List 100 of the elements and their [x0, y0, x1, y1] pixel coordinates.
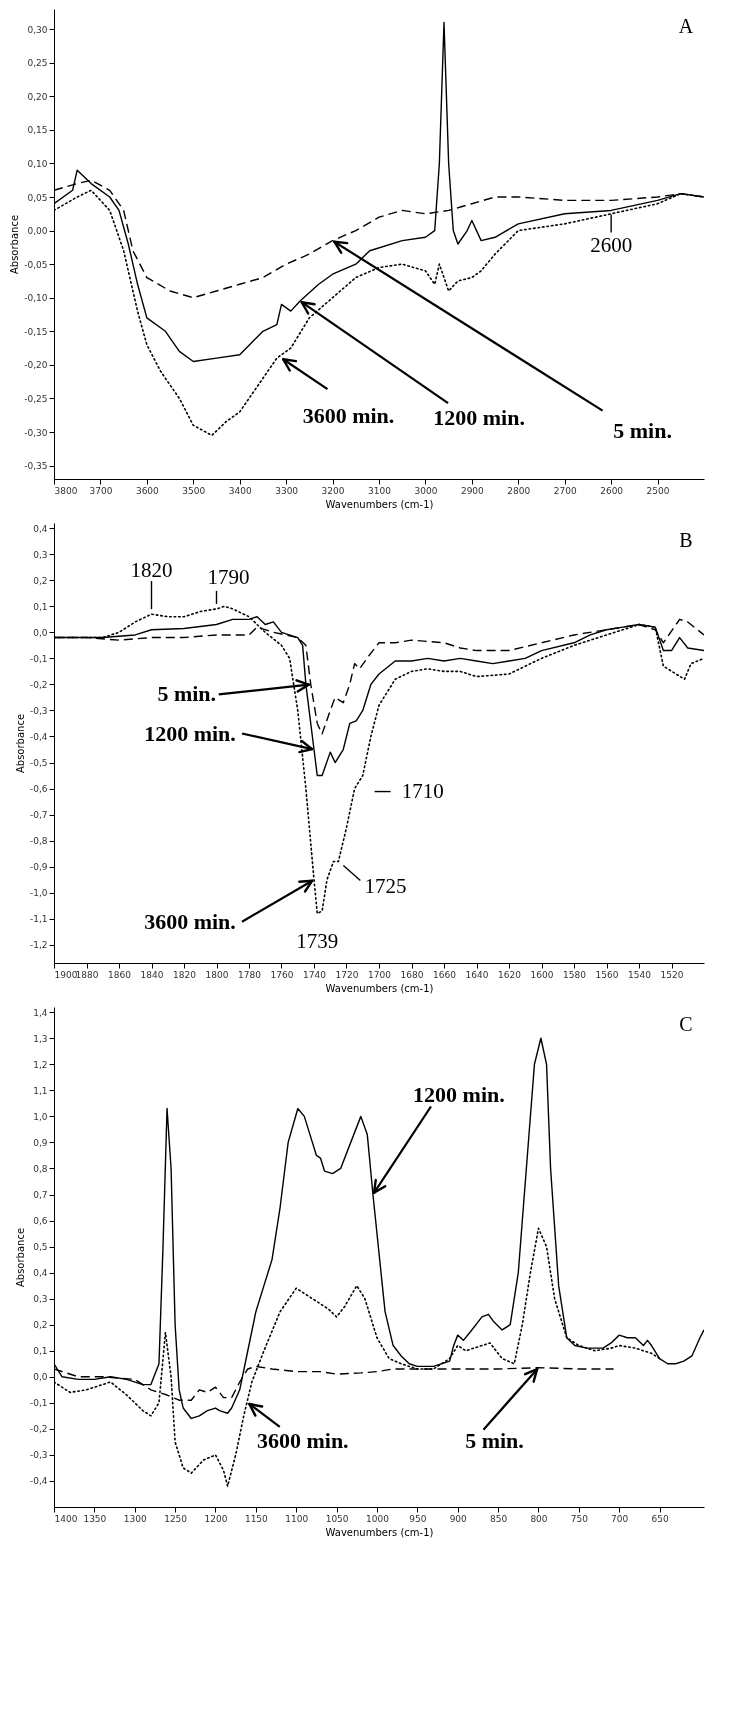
y-tick-label: -0,1: [29, 1398, 48, 1409]
y-tick-label: 0,25: [27, 58, 48, 69]
annotation: 1200 min.: [144, 720, 236, 746]
x-tick-label: 1350: [83, 1513, 107, 1524]
y-tick-label: -0,3: [29, 1450, 48, 1461]
y-tick-label: -0,2: [29, 1424, 48, 1435]
y-tick-label: 0,4: [33, 523, 48, 534]
x-tick-label: 3800: [54, 485, 78, 496]
x-tick-label: 1660: [433, 969, 457, 980]
annotation: 2600: [590, 233, 633, 258]
x-tick-label: 1640: [465, 969, 489, 980]
y-tick-label: -0,05: [24, 259, 48, 270]
x-tick-label: 1150: [244, 1513, 269, 1524]
y-tick-label: 0,2: [33, 1320, 48, 1331]
x-tick-label: 1840: [140, 969, 164, 980]
y-tick-label: 0,1: [33, 601, 48, 612]
y-tick-label: 0,20: [27, 91, 48, 102]
y-tick-label: 0,9: [33, 1137, 48, 1148]
x-tick-label: 1900: [54, 969, 78, 980]
annotation: 1739: [296, 928, 339, 953]
x-tick-label: 900: [449, 1513, 468, 1524]
x-tick-label: 1720: [335, 969, 359, 980]
annotation: 1820: [130, 558, 173, 583]
y-axis-title: Absorbance: [9, 214, 21, 275]
annotation: B: [679, 529, 693, 551]
y-tick-label: -0,25: [24, 393, 48, 404]
x-tick-label: 1780: [238, 969, 262, 980]
y-tick-label: 0,6: [33, 1216, 48, 1227]
y-tick-label: -0,15: [24, 326, 48, 337]
x-tick-label: 750: [570, 1513, 589, 1524]
x-tick-label: 1300: [123, 1513, 147, 1524]
x-tick-label: 2700: [553, 485, 577, 496]
y-tick-label: -0,4: [29, 731, 48, 742]
annotation: A: [678, 15, 694, 37]
x-axis-title: Wavenumbers (cm-1): [325, 498, 434, 510]
x-tick-label: 3400: [228, 485, 252, 496]
x-tick-label: 1740: [303, 969, 327, 980]
y-tick-label: 0,8: [33, 1163, 48, 1174]
y-tick-label: -1,2: [29, 940, 48, 951]
y-tick-label: 0,10: [27, 158, 48, 169]
y-tick-label: 0,0: [33, 1372, 48, 1383]
x-tick-label: 3500: [182, 485, 206, 496]
x-tick-label: 1200: [204, 1513, 228, 1524]
y-tick-label: -0,1: [29, 653, 48, 664]
x-axis-title: Wavenumbers (cm-1): [325, 1526, 434, 1538]
y-tick-label: 0,4: [33, 1268, 48, 1279]
annotation: 3600 min.: [256, 1427, 349, 1453]
y-tick-label: 0,30: [27, 24, 48, 35]
x-tick-label: 1620: [498, 969, 522, 980]
x-tick-label: 850: [490, 1513, 508, 1524]
x-tick-label: 700: [611, 1513, 629, 1524]
y-tick-label: 1,1: [33, 1085, 48, 1096]
x-tick-label: 800: [530, 1513, 548, 1524]
x-tick-label: 1580: [563, 969, 587, 980]
y-tick-label: -0,10: [24, 293, 48, 304]
x-tick-label: 1760: [270, 969, 294, 980]
y-tick-label: 0,1: [33, 1346, 48, 1357]
x-tick-label: 2800: [507, 485, 531, 496]
y-tick-label: 0,00: [27, 226, 48, 237]
annotation: 5 min.: [613, 417, 672, 443]
y-tick-label: -1,1: [29, 914, 48, 925]
annotation: 3600 min.: [144, 908, 236, 934]
x-tick-label: 3000: [414, 485, 438, 496]
y-tick-label: 0,2: [33, 575, 48, 586]
annotation: 5 min.: [465, 1427, 524, 1453]
y-tick-label: 0,3: [33, 1294, 48, 1305]
y-axis-title: Absorbance: [14, 713, 26, 774]
annotation: 1790: [207, 564, 250, 589]
x-tick-label: 2500: [646, 485, 670, 496]
x-tick-label: 3200: [321, 485, 345, 496]
y-tick-label: -1,0: [29, 888, 48, 899]
x-tick-label: 1860: [108, 969, 132, 980]
x-tick-label: 1820: [173, 969, 197, 980]
y-tick-label: -0,2: [29, 679, 48, 690]
annotation: 1200 min.: [413, 1081, 505, 1107]
y-tick-label: -0,4: [29, 1476, 48, 1487]
y-tick-label: -0,9: [29, 862, 48, 873]
y-tick-label: -0,7: [29, 810, 48, 821]
x-tick-label: 1880: [75, 969, 99, 980]
x-tick-label: 1100: [285, 1513, 309, 1524]
x-tick-label: 1400: [54, 1513, 78, 1524]
x-axis-title: Wavenumbers (cm-1): [325, 982, 434, 994]
annotation: C: [679, 1013, 693, 1035]
annotation: 3600 min.: [302, 403, 395, 429]
y-tick-label: -0,8: [29, 836, 48, 847]
x-tick-label: 1520: [660, 969, 684, 980]
y-tick-label: 0,3: [33, 549, 48, 560]
y-tick-label: 1,0: [33, 1111, 48, 1122]
x-tick-label: 1600: [530, 969, 554, 980]
x-tick-label: 950: [409, 1513, 427, 1524]
y-tick-label: -0,30: [24, 427, 48, 438]
y-tick-label: 1,4: [33, 1007, 48, 1018]
x-tick-label: 3600: [135, 485, 160, 496]
x-tick-label: 1700: [368, 969, 392, 980]
annotation: 1725: [364, 874, 407, 899]
x-tick-label: 3100: [368, 485, 392, 496]
x-tick-label: 1540: [628, 969, 652, 980]
annotation: 1200 min.: [433, 405, 525, 431]
y-tick-label: 0,5: [33, 1242, 48, 1253]
x-tick-label: 1000: [366, 1513, 390, 1524]
